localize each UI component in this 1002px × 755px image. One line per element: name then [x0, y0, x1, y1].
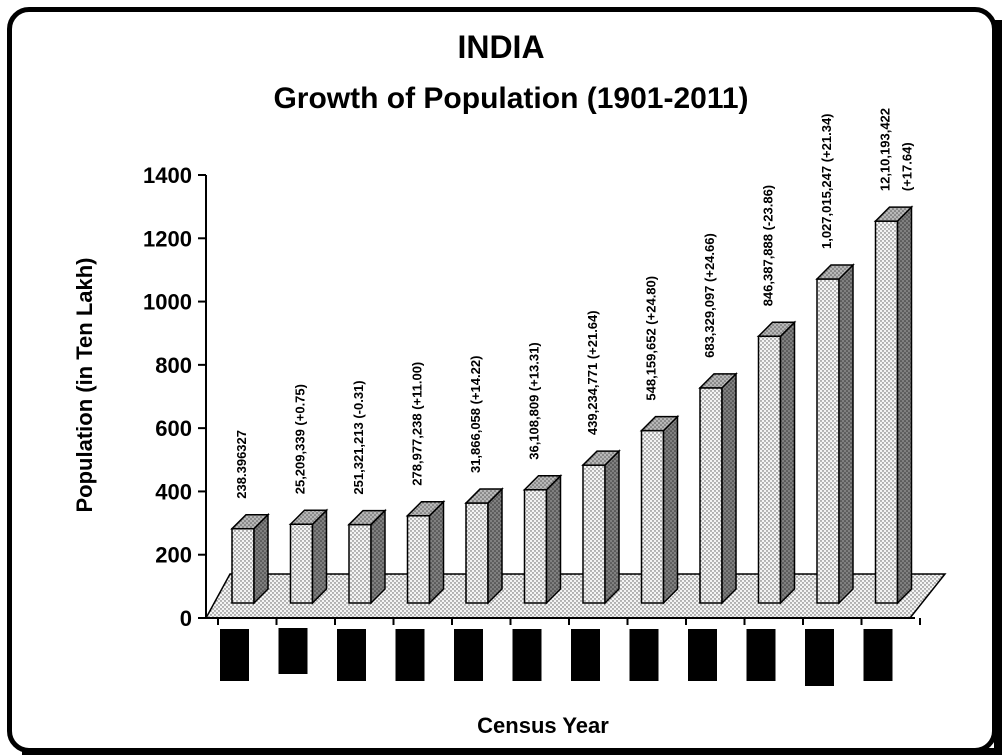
bar-top [756, 321, 797, 338]
data-label: 238.396327 [234, 430, 249, 499]
bar-front [640, 429, 665, 604]
census-year-block [629, 629, 659, 681]
y-tick-label: 0 [180, 606, 192, 631]
y-tick-label: 1400 [143, 163, 192, 188]
bar-front [465, 502, 489, 604]
census-year-block [688, 629, 717, 681]
data-label: (+17.64) [900, 142, 915, 191]
bar-top [639, 415, 680, 432]
bar-front [348, 523, 372, 604]
bar-side [311, 508, 328, 605]
bar [873, 205, 914, 605]
data-label: 36,108,809 (+13.31) [527, 342, 542, 459]
bar-front [523, 489, 548, 604]
bar-top [288, 509, 329, 526]
bar-top [347, 509, 387, 526]
bar-side [428, 499, 445, 605]
bar-side [253, 512, 269, 605]
bar [698, 372, 738, 605]
data-label: 1,027,015,247 (+21.34) [819, 113, 834, 249]
bar-top [873, 206, 914, 222]
bar-front [582, 464, 606, 604]
census-year-block [220, 629, 249, 681]
data-label: 846,387,888 (-23.86) [761, 185, 776, 306]
bar-front [406, 514, 431, 604]
census-year-blocks [220, 628, 893, 686]
bar-side [838, 263, 854, 605]
data-label: 251,321,213 (-0.31) [351, 380, 366, 494]
data-label: 683,329,097 (+24.66) [702, 233, 717, 358]
bar [581, 449, 621, 605]
bar [405, 499, 446, 605]
bar [347, 508, 387, 605]
census-year-block [512, 629, 542, 681]
bar-side [370, 508, 386, 605]
frame-shadow-bottom [22, 748, 1002, 755]
bar-top [464, 488, 504, 504]
y-tick-label: 800 [155, 353, 192, 378]
bar [756, 320, 797, 605]
bar-front [231, 527, 255, 604]
census-year-block [337, 629, 366, 681]
census-year-block [454, 629, 483, 681]
bar-top [581, 450, 621, 466]
bar-front [699, 387, 723, 604]
bar-front [874, 220, 899, 604]
bar-side [896, 205, 913, 605]
census-year-block [746, 629, 776, 681]
data-label: 548,159,652 (+24.80) [644, 276, 659, 401]
bar-front [816, 278, 840, 604]
bars [230, 205, 914, 605]
bar-front [289, 523, 314, 604]
chart-subtitle: Growth of Population (1901-2011) [273, 82, 748, 115]
bar [288, 508, 329, 605]
data-labels: 238.396327 25,209,339 (+0.75) 251,321,213 … [234, 108, 915, 499]
data-label: 31,866,058 (+14.22) [468, 356, 483, 473]
data-label: 12,10,193,422 [878, 108, 893, 191]
bar-side [779, 320, 796, 605]
bar-top [522, 475, 563, 491]
y-tick-label: 1200 [143, 226, 192, 251]
y-axis-label: Population (in Ten Lakh) [72, 257, 97, 512]
bar [230, 512, 270, 605]
bar-top [815, 264, 855, 280]
census-year-block [863, 629, 893, 681]
bar [639, 414, 680, 605]
bar-front [757, 335, 782, 604]
y-tick-label: 400 [155, 479, 192, 504]
bar-top [698, 373, 738, 389]
bar-top [405, 500, 446, 517]
bar [522, 473, 563, 605]
y-axis: 0 200 400 600 800 1000 1200 1400 [143, 163, 921, 631]
bar-side [545, 473, 562, 605]
bar-top [230, 513, 270, 530]
census-year-block [805, 629, 834, 686]
data-label: 25,209,339 (+0.75) [293, 384, 308, 494]
bar-side [662, 414, 679, 605]
data-label: 278,977,238 (+11.00) [410, 362, 425, 486]
data-label: 439,234,771 (+21.64) [585, 310, 600, 435]
y-tick-label: 1000 [143, 290, 192, 315]
census-year-block [571, 629, 600, 681]
census-year-block [395, 629, 425, 681]
y-tick-label: 600 [155, 416, 192, 441]
bar-side [487, 487, 503, 605]
y-tick-label: 200 [155, 543, 192, 568]
census-year-block [278, 628, 308, 674]
bar [815, 263, 855, 605]
frame-shadow-right [994, 20, 1002, 755]
bar-side [721, 372, 737, 605]
bar-side [604, 449, 620, 605]
x-axis-label: Census Year [477, 713, 609, 738]
chart-title: INDIA [457, 29, 544, 65]
bar [464, 487, 504, 605]
